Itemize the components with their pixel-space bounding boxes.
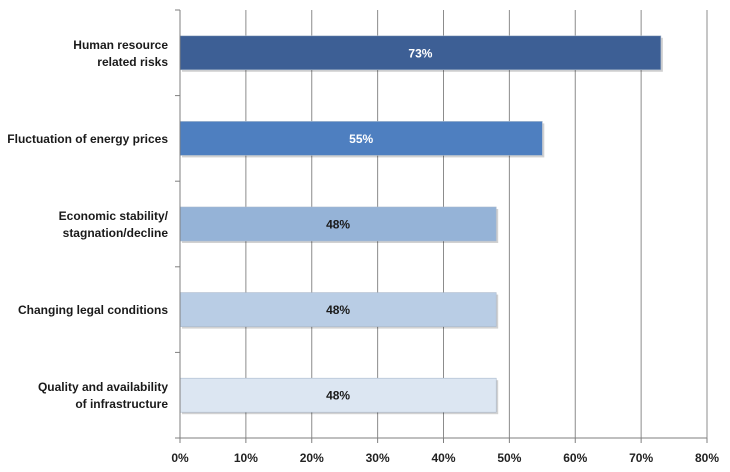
data-label-0: 73% [408,46,432,60]
bar-1 [179,121,543,156]
bar-0 [179,35,662,71]
x-tick-label-7: 70% [629,451,653,465]
category-label-line: Human resource [73,38,168,52]
category-label-4: Quality and availability of infrastructur… [38,380,168,411]
category-label-line: stagnation/decline [63,226,169,240]
data-label-3: 48% [326,303,350,317]
x-tick-label-0: 0% [171,451,189,465]
category-label-line: Economic stability/ [59,209,169,223]
category-labels: Human resource related risks Fluctuation o… [7,38,168,411]
category-label-0: Human resource related risks [73,38,168,69]
x-tick-label-3: 30% [366,451,390,465]
category-label-line: related risks [97,55,168,69]
axes [175,9,708,443]
x-tick-label-5: 50% [497,451,521,465]
bars [179,35,663,415]
x-tick-label-1: 10% [234,451,258,465]
category-label-1: Fluctuation of energy prices [7,132,168,146]
data-label-1: 55% [349,132,373,146]
data-label-2: 48% [326,218,350,232]
bar-4 [179,377,497,413]
x-tick-labels: 0% 10% 20% 30% 40% 50% 60% 70% 80% [171,451,719,465]
x-tick-label-2: 20% [300,451,324,465]
category-label-line: Changing legal conditions [18,303,168,317]
category-label-line: Fluctuation of energy prices [7,132,168,146]
category-label-3: Changing legal conditions [18,303,168,317]
x-tick-label-6: 60% [563,451,587,465]
x-tick-label-8: 80% [695,451,719,465]
data-labels: 73% 55% 48% 48% 48% [326,46,433,402]
data-label-4: 48% [326,389,350,403]
category-label-line: Quality and availability [38,380,168,394]
category-label-2: Economic stability/stagnation/decline [59,209,169,240]
bar-3 [179,292,497,327]
category-label-line: of infrastructure [75,397,168,411]
x-tick-label-4: 40% [431,451,455,465]
